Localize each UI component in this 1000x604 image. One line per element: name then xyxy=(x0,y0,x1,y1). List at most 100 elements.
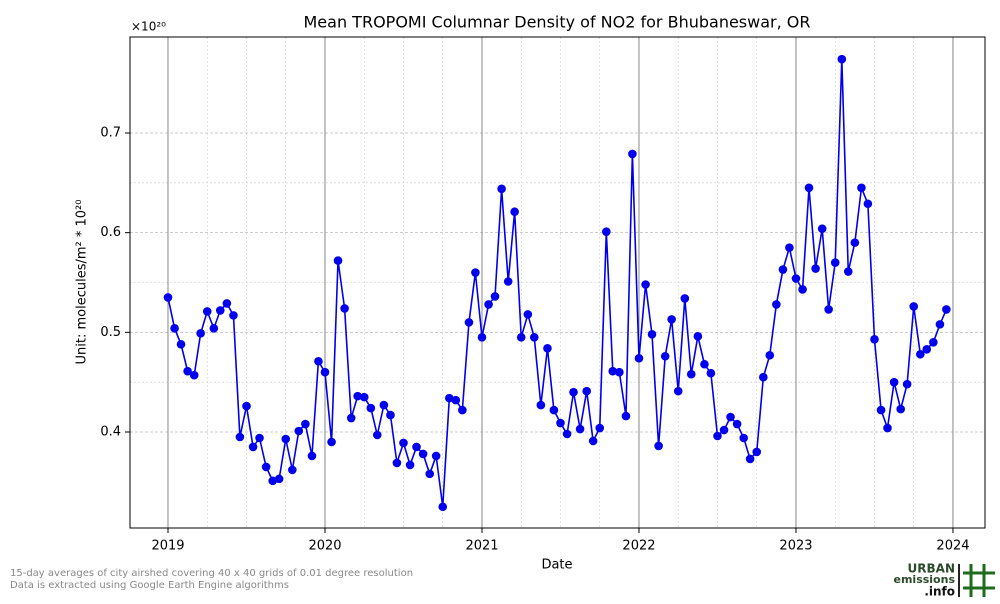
data-point xyxy=(575,424,585,434)
data-point xyxy=(902,379,912,389)
data-point xyxy=(516,333,526,342)
x-tick-label: 2019 xyxy=(151,539,184,554)
data-point xyxy=(451,395,461,405)
data-point xyxy=(392,458,402,468)
data-point xyxy=(556,418,565,428)
data-point xyxy=(673,386,683,396)
y-tick-label: 0.5 xyxy=(100,325,121,340)
data-point xyxy=(916,349,925,359)
data-point xyxy=(870,335,879,344)
data-point xyxy=(739,433,748,443)
data-point xyxy=(759,372,768,382)
data-point xyxy=(412,442,421,452)
footnote: 15-day averages of city airshed covering… xyxy=(10,568,413,579)
data-point xyxy=(719,425,729,435)
data-point xyxy=(778,265,788,274)
data-point xyxy=(346,413,356,423)
data-point xyxy=(634,353,644,363)
data-point xyxy=(209,324,219,333)
data-point xyxy=(425,469,435,479)
data-point xyxy=(353,391,362,401)
data-point xyxy=(333,256,343,265)
data-point xyxy=(713,431,722,441)
data-point xyxy=(896,404,905,414)
data-point xyxy=(811,264,820,273)
data-point xyxy=(294,426,304,436)
data-point xyxy=(863,199,873,209)
data-point xyxy=(399,438,408,448)
chart-title: Mean TROPOMI Columnar Density of NO2 for… xyxy=(304,13,811,32)
data-point xyxy=(543,343,552,353)
y-axis-label: Unit: molecules/m² * 10²⁰ xyxy=(75,200,90,365)
data-point xyxy=(772,300,781,309)
data-point xyxy=(314,356,323,366)
data-point xyxy=(464,318,474,327)
data-point xyxy=(288,465,297,475)
data-point xyxy=(458,405,467,415)
data-point xyxy=(523,310,533,319)
data-point xyxy=(595,423,605,433)
data-point xyxy=(700,359,709,369)
y-tick-label: 0.7 xyxy=(100,125,121,140)
data-point xyxy=(608,366,618,376)
data-point xyxy=(235,432,245,442)
x-axis-label: Date xyxy=(541,558,572,573)
data-point xyxy=(621,411,631,421)
data-point xyxy=(889,377,899,387)
logo-text: .info xyxy=(924,585,955,599)
data-point xyxy=(837,54,847,64)
data-point xyxy=(798,285,807,294)
data-point xyxy=(170,324,179,333)
data-point xyxy=(817,224,827,233)
data-point xyxy=(431,451,441,461)
data-point xyxy=(745,454,755,464)
data-point xyxy=(804,183,814,193)
data-point xyxy=(830,258,840,267)
data-point xyxy=(660,351,670,361)
data-point xyxy=(222,299,232,308)
footnote: Data is extracted using Google Earth Eng… xyxy=(10,580,289,591)
y-tick-label: 0.6 xyxy=(100,225,121,240)
data-point xyxy=(752,447,762,457)
data-point xyxy=(785,243,794,252)
data-point xyxy=(484,300,493,309)
data-point xyxy=(307,451,317,461)
data-point xyxy=(281,434,291,444)
data-point xyxy=(582,386,592,396)
data-point xyxy=(261,462,271,472)
data-point xyxy=(196,329,205,338)
data-point xyxy=(654,441,663,451)
data-point xyxy=(909,302,919,311)
data-point xyxy=(883,423,892,433)
data-point xyxy=(641,280,650,289)
data-point xyxy=(647,330,657,339)
data-point xyxy=(765,350,775,360)
data-point xyxy=(549,405,559,415)
series-line xyxy=(167,59,948,507)
data-point xyxy=(615,367,624,377)
data-point xyxy=(438,502,448,512)
data-point xyxy=(327,437,336,447)
data-point xyxy=(490,292,500,301)
data-point xyxy=(189,370,199,380)
data-point xyxy=(372,430,382,440)
data-point xyxy=(215,306,225,315)
y-tick-label: 0.4 xyxy=(100,425,121,440)
logo: URBAN emissions .info xyxy=(894,562,995,599)
data-point xyxy=(588,436,598,446)
data-point xyxy=(706,368,716,378)
data-point xyxy=(248,442,258,452)
x-tick-label: 2024 xyxy=(936,539,969,554)
data-point xyxy=(667,315,676,324)
x-tick-label: 2021 xyxy=(465,539,498,554)
data-point xyxy=(176,339,186,349)
data-point xyxy=(929,338,938,347)
data-point xyxy=(602,227,611,236)
data-point xyxy=(529,333,539,342)
data-point xyxy=(471,268,480,277)
logo-text: emissions xyxy=(894,573,956,586)
data-point xyxy=(569,387,578,397)
logo-text: URBAN xyxy=(908,562,955,576)
